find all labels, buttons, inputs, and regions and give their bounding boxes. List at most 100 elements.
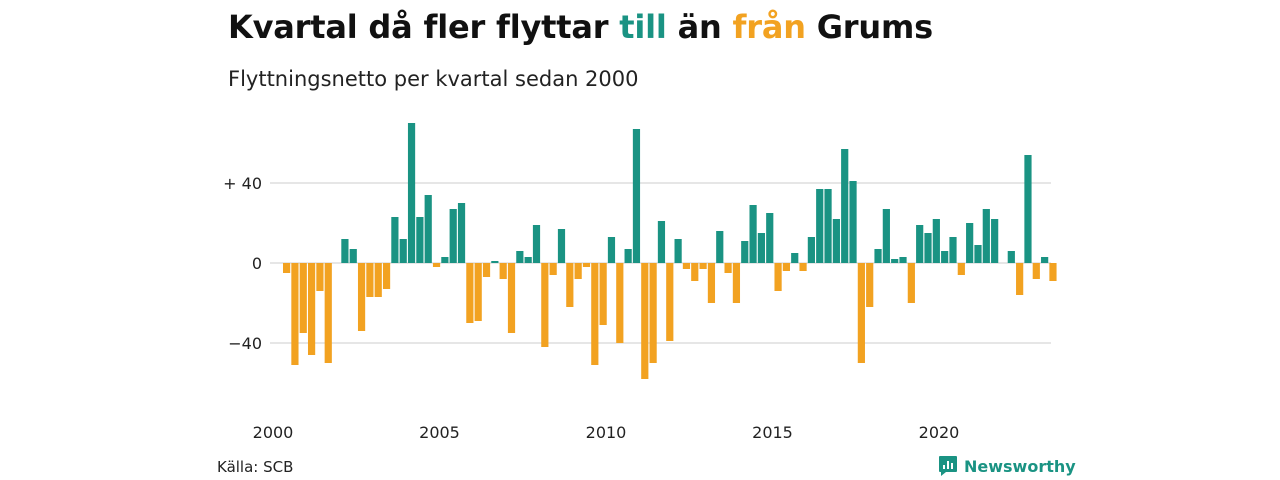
bars: [283, 123, 1057, 379]
bar-negative: [724, 263, 732, 273]
bar-positive: [932, 219, 940, 263]
bar-positive: [749, 205, 757, 263]
bar-positive: [532, 225, 541, 263]
bar-positive: [399, 239, 407, 263]
bar-negative: [316, 263, 324, 291]
brand-logo: Newsworthy: [938, 455, 1076, 477]
bar-negative: [574, 263, 582, 279]
bar-positive: [841, 149, 849, 263]
bar-positive: [449, 209, 457, 263]
bar-positive: [1024, 155, 1032, 263]
bar-negative: [691, 263, 699, 281]
title-part: än: [666, 8, 733, 46]
bar-negative: [599, 263, 607, 325]
bar-positive: [882, 209, 890, 263]
bar-negative: [374, 263, 382, 297]
bar-negative: [957, 263, 965, 275]
bar-positive: [557, 229, 566, 263]
bar-negative: [582, 263, 591, 267]
x-axis-ticks: 2000 2005 2010 2015 2020: [253, 423, 960, 442]
bar-positive: [824, 189, 832, 263]
bar-positive: [441, 257, 449, 263]
bar-positive: [741, 241, 749, 263]
bar-positive: [791, 253, 799, 263]
bar-negative: [357, 263, 366, 331]
bar-positive: [416, 217, 424, 263]
bar-negative: [707, 263, 716, 303]
bar-positive: [516, 251, 524, 263]
x-tick-label: 2000: [253, 423, 294, 442]
bar-positive: [632, 129, 641, 263]
bar-negative: [291, 263, 299, 365]
bar-negative: [1032, 263, 1040, 279]
bar-positive: [807, 237, 815, 263]
bar-positive: [966, 223, 974, 263]
bar-negative: [474, 263, 482, 321]
bar-negative: [616, 263, 624, 343]
bar-positive: [657, 221, 666, 263]
bar-positive: [1041, 257, 1049, 263]
bar-positive: [924, 233, 932, 263]
bar-positive: [916, 225, 924, 263]
y-tick-label: −40: [228, 334, 262, 353]
bar-negative: [857, 263, 865, 363]
bar-negative: [566, 263, 574, 307]
title-highlight-negative: från: [732, 8, 806, 46]
bar-positive: [624, 249, 632, 263]
bar-positive: [424, 195, 432, 263]
bar-negative: [482, 263, 491, 277]
bar-positive: [849, 181, 857, 263]
bar-positive: [491, 261, 499, 263]
bar-negative: [799, 263, 807, 271]
bar-positive: [349, 249, 357, 263]
chart-title: Kvartal då fler flyttar till än från Gru…: [228, 8, 933, 46]
bar-positive: [716, 231, 724, 263]
bar-negative: [699, 263, 707, 269]
title-part: Kvartal då fler flyttar: [228, 8, 620, 46]
bar-negative: [499, 263, 507, 279]
y-tick-label: + 40: [223, 174, 262, 193]
bar-negative: [666, 263, 674, 341]
bar-negative: [1049, 263, 1057, 281]
brand-name: Newsworthy: [964, 456, 1076, 476]
bar-positive: [407, 123, 416, 263]
bar-negative: [382, 263, 391, 289]
source-note: Källa: SCB: [217, 458, 294, 476]
bar-negative: [782, 263, 790, 271]
bar-positive: [891, 259, 899, 263]
bar-positive: [766, 213, 774, 263]
bar-positive: [874, 249, 882, 263]
bar-negative: [866, 263, 874, 307]
bar-positive: [341, 239, 349, 263]
bar-positive: [391, 217, 399, 263]
bar-negative: [907, 263, 915, 303]
bar-positive: [757, 233, 766, 263]
chart-subtitle: Flyttningsnetto per kvartal sedan 2000: [228, 67, 639, 91]
bar-negative: [307, 263, 316, 355]
bar-negative: [507, 263, 516, 333]
bar-negative: [466, 263, 474, 323]
y-tick-label: 0: [252, 254, 262, 273]
bar-positive: [832, 219, 840, 263]
bar-positive: [982, 209, 990, 263]
x-tick-label: 2015: [752, 423, 793, 442]
bar-negative: [732, 263, 741, 303]
bar-positive: [1007, 251, 1015, 263]
bar-negative: [366, 263, 374, 297]
bar-negative: [283, 263, 291, 273]
bar-positive: [941, 251, 949, 263]
bar-positive: [457, 203, 466, 263]
title-part: Grums: [805, 8, 933, 46]
bar-negative: [299, 263, 307, 333]
bar-positive: [674, 239, 682, 263]
x-tick-label: 2005: [419, 423, 460, 442]
y-axis-ticks: + 40 0 −40: [223, 174, 262, 353]
bar-positive: [524, 257, 532, 263]
x-tick-label: 2020: [919, 423, 960, 442]
bar-negative: [641, 263, 649, 379]
bar-negative: [324, 263, 332, 363]
bar-negative: [774, 263, 782, 291]
bar-negative: [432, 263, 441, 267]
bar-positive: [974, 245, 982, 263]
